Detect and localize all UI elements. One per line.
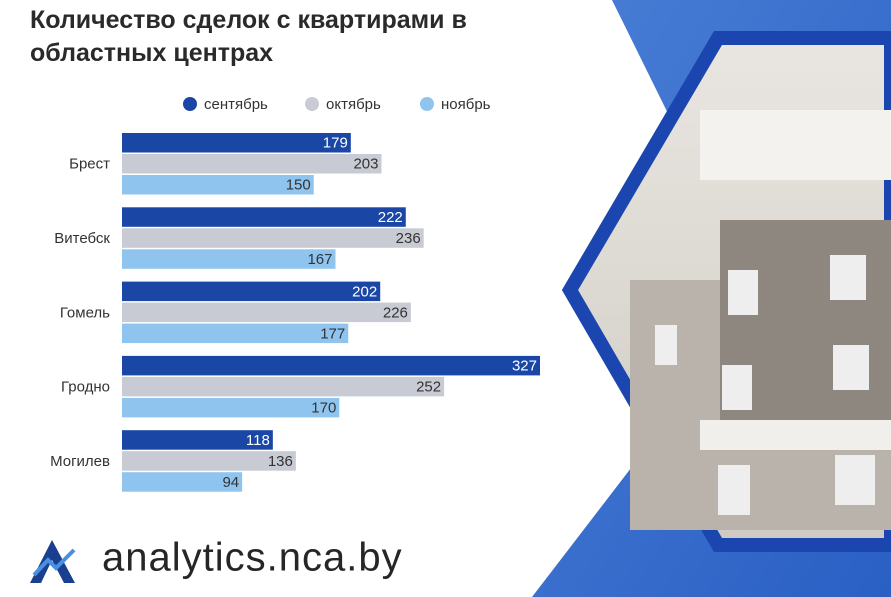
bar [122,249,336,269]
bar [122,228,424,248]
category-label: Витебск [54,230,110,247]
value-label: 170 [311,400,336,417]
logo-text: analytics.nca.by [102,536,403,580]
value-label: 252 [416,379,441,396]
value-label: 167 [307,251,332,268]
value-label: 327 [512,358,537,375]
chart-title: Количество сделок с квартирами в областн… [30,6,467,67]
bar [122,430,273,450]
category-label: Могилев [50,453,110,470]
bar [122,355,540,376]
legend-swatch [420,97,434,111]
category-label: Гомель [60,304,110,321]
bar [122,451,296,471]
value-label: 203 [353,156,378,173]
bar [122,397,340,418]
category-label: Гродно [61,379,110,396]
decor-building [630,110,891,530]
bar [122,472,243,492]
value-label: 94 [222,474,239,491]
value-label: 222 [378,209,403,226]
legend-swatch [183,97,197,111]
value-label: 150 [286,177,311,194]
value-label: 179 [323,135,348,152]
legend-swatch [305,97,319,111]
logo-icon [30,540,76,583]
bar [122,133,351,153]
bar [122,281,381,302]
bar [122,154,382,174]
value-label: 177 [320,325,345,342]
value-label: 118 [246,432,270,449]
bar [122,302,411,323]
bar [122,376,445,397]
legend-label: октябрь [326,96,381,113]
value-label: 202 [352,283,377,300]
value-label: 226 [383,304,408,321]
bar [122,207,406,227]
legend-label: сентябрь [204,96,268,113]
value-label: 236 [396,230,421,247]
category-label: Брест [69,156,110,173]
value-label: 136 [268,453,293,470]
bar [122,175,314,195]
legend-label: ноябрь [441,96,491,113]
bar [122,323,349,344]
